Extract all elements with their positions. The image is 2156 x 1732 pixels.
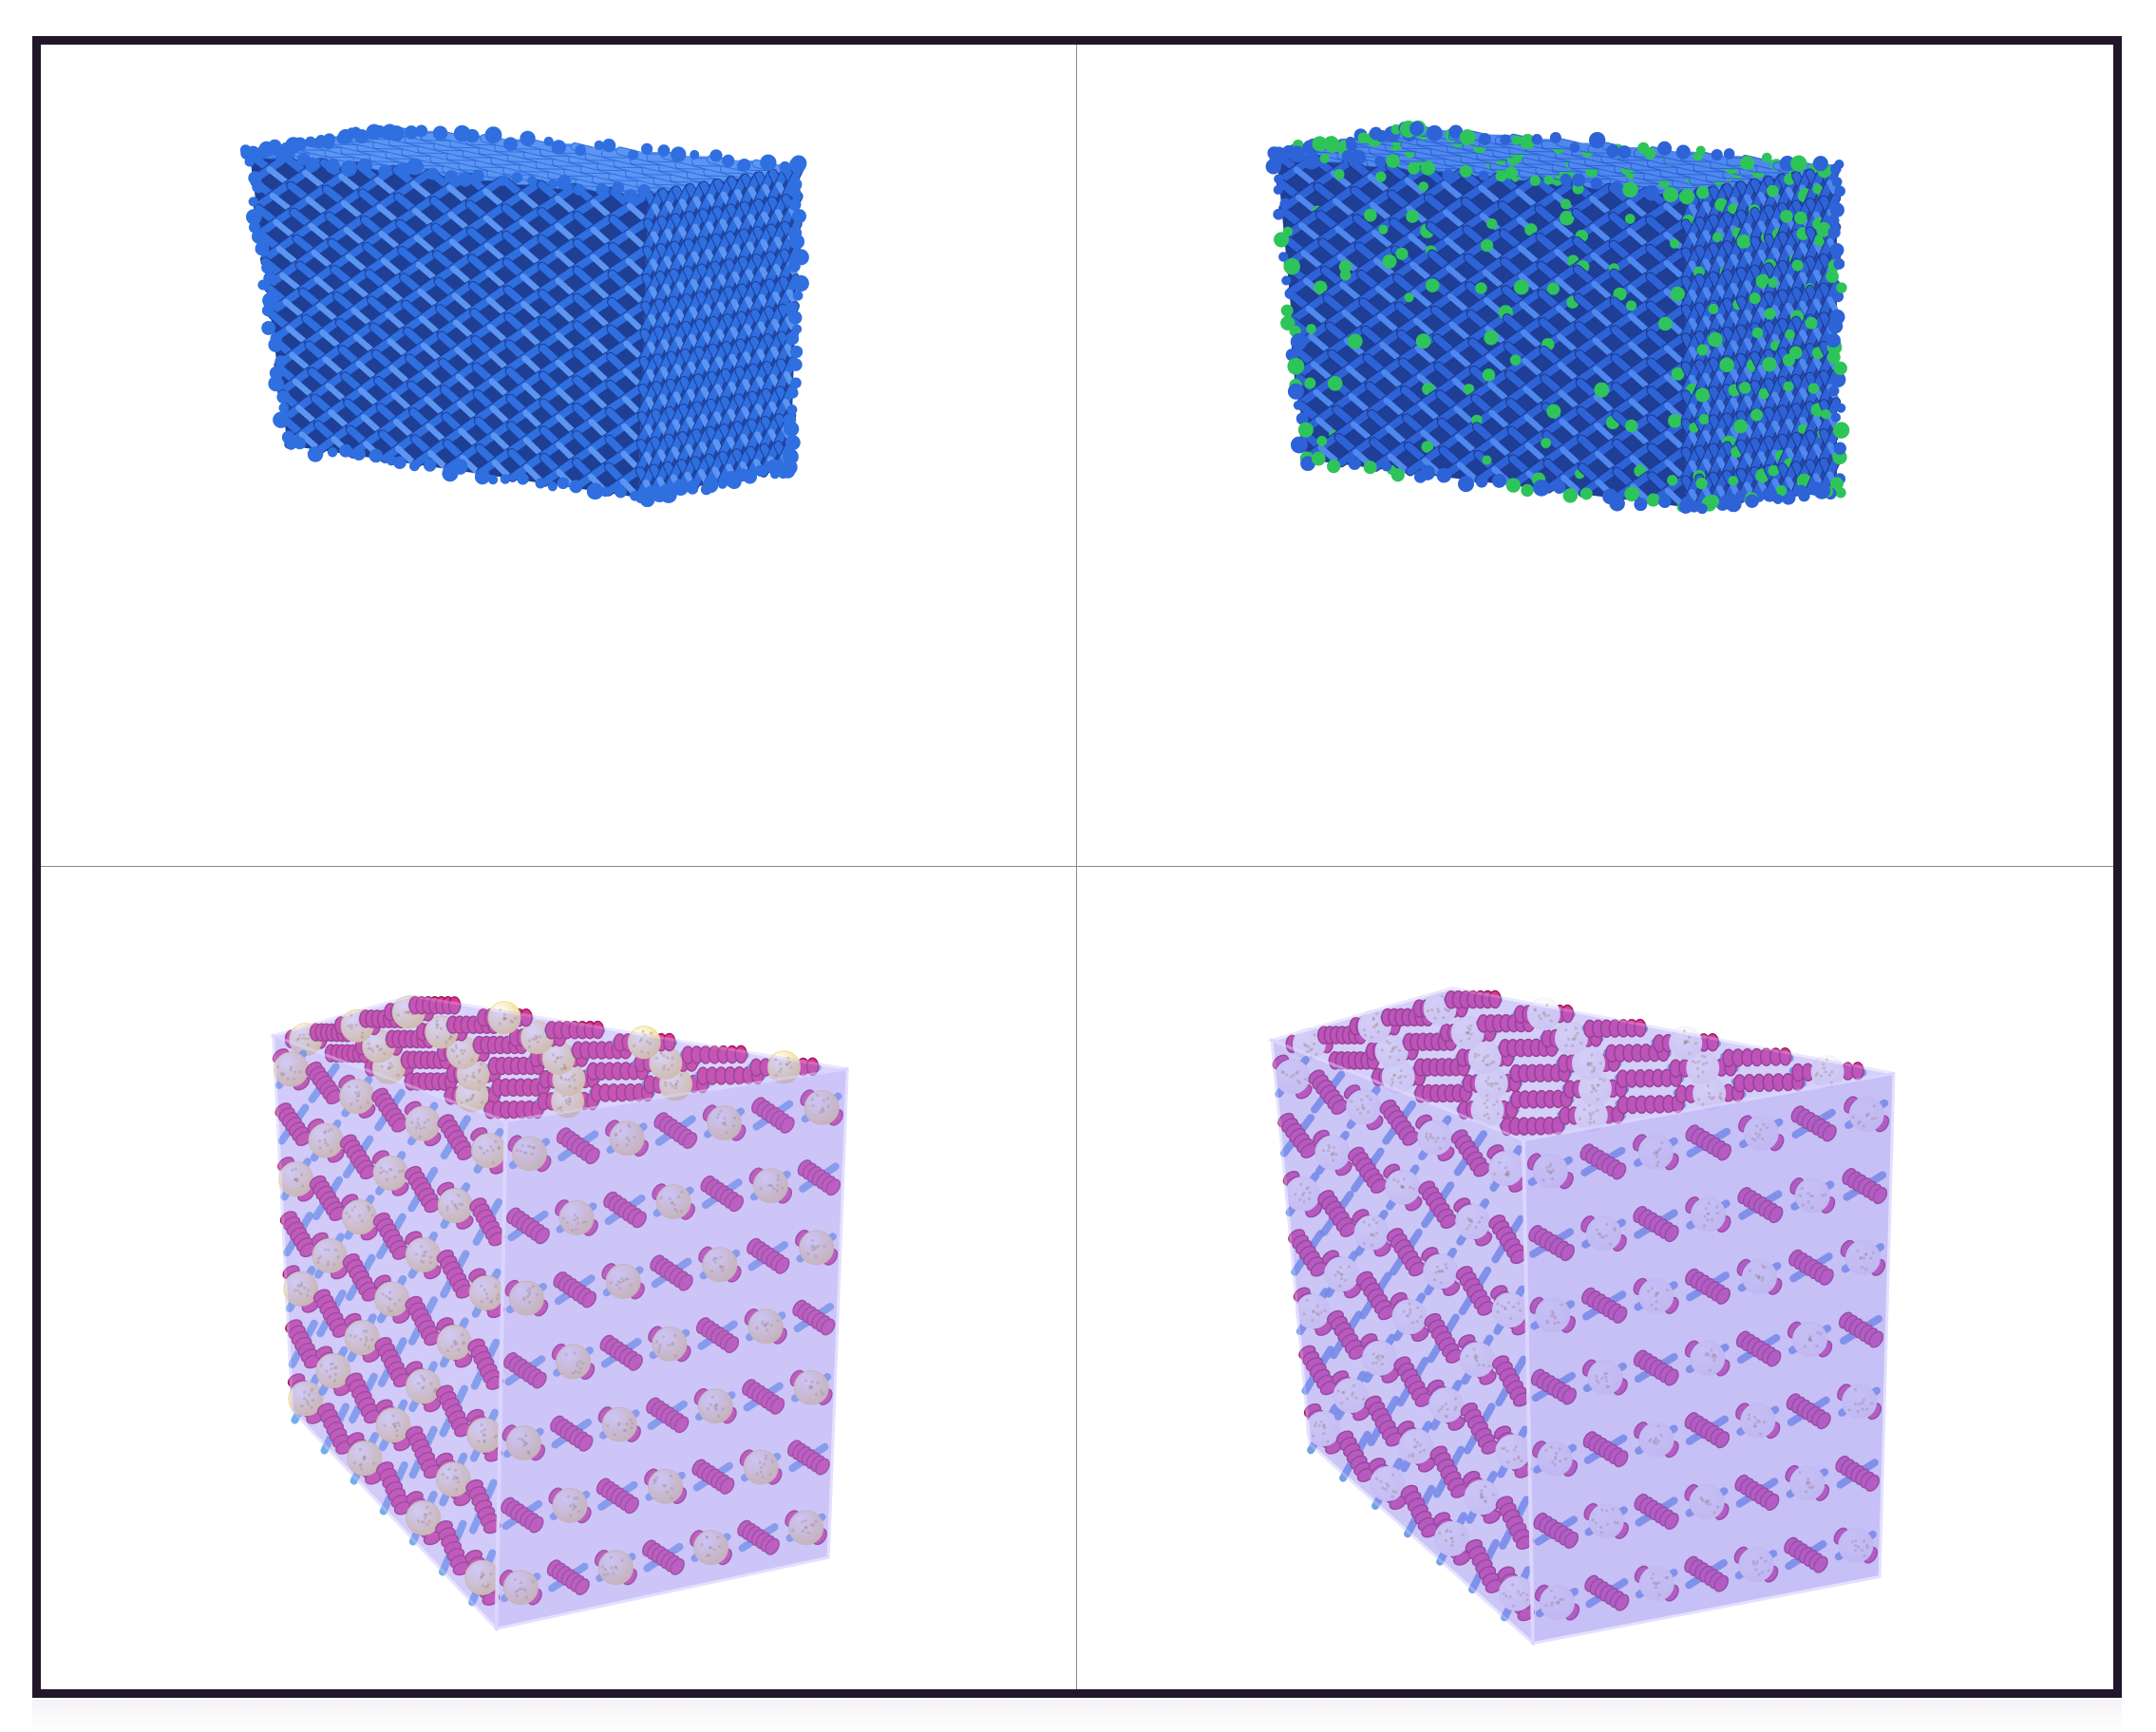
panel-translucent-cube-yellow-spheres	[41, 867, 1077, 1689]
blue-lattice-cube-illustration	[239, 123, 809, 508]
floor-shadow	[32, 1700, 2122, 1732]
panel-blue-green-lattice-cube	[1077, 45, 2113, 867]
blue-green-lattice-cube-illustration	[1265, 120, 1850, 515]
translucent-cube-yellow-spheres-illustration	[268, 994, 849, 1632]
figure-frame	[32, 36, 2122, 1698]
panel-translucent-cube-white-spheres	[1077, 867, 2113, 1689]
panel-blue-lattice-cube	[41, 45, 1077, 867]
panel-grid	[41, 45, 2113, 1689]
translucent-cube-white-spheres-illustration	[1267, 986, 1896, 1647]
